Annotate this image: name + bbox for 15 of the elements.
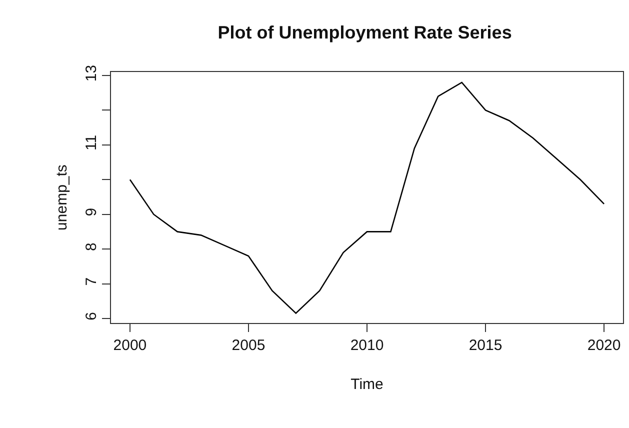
x-tick-label: 2015 xyxy=(468,337,502,354)
y-axis-title: unemp_ts xyxy=(53,164,70,230)
x-axis-title: Time xyxy=(350,376,384,393)
y-tick-label: 6 xyxy=(83,312,100,320)
line-series xyxy=(129,82,605,314)
y-tick-label: 11 xyxy=(83,134,100,150)
y-tick-label: 8 xyxy=(83,242,100,251)
x-tick-label: 2000 xyxy=(113,337,147,354)
chart-title: Plot of Unemployment Rate Series xyxy=(218,22,512,42)
y-tick-label: 13 xyxy=(83,64,100,82)
y-tick-label: 9 xyxy=(83,208,100,216)
x-tick-label: 2020 xyxy=(587,337,621,354)
y-tick-label: 7 xyxy=(83,277,100,286)
x-tick-label: 2005 xyxy=(232,337,266,354)
x-tick-label: 2010 xyxy=(350,337,384,354)
